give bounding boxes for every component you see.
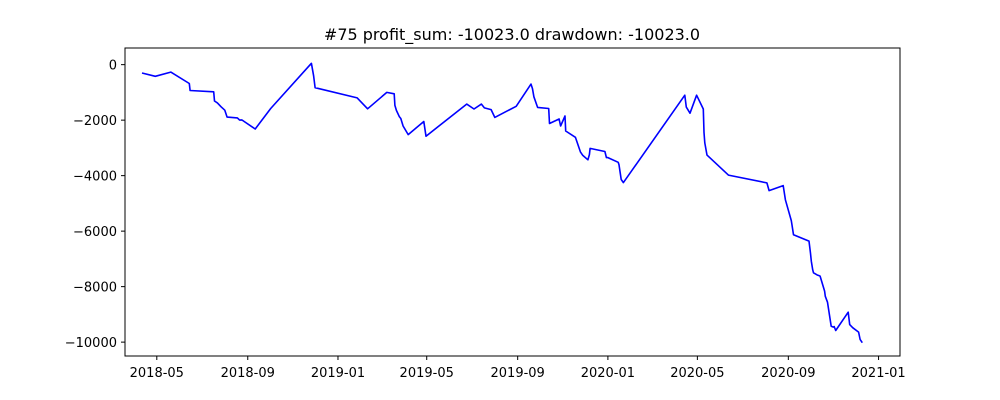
plot-area-frame — [124, 47, 901, 357]
y-tick-label: −4000 — [73, 170, 117, 185]
profit-series-line — [141, 62, 863, 344]
y-axis: 0 −2000 −4000 −6000 −8000 −10000 — [65, 59, 125, 351]
x-tick-label: 2018-09 — [221, 366, 275, 381]
x-tick-label: 2019-01 — [311, 366, 365, 381]
y-tick-label: −6000 — [73, 225, 117, 240]
y-tick-label: −8000 — [73, 281, 117, 296]
x-tick-label: 2019-05 — [400, 366, 454, 381]
y-tick-label: −2000 — [73, 114, 117, 129]
x-tick-label: 2020-05 — [670, 366, 724, 381]
series-layer — [141, 62, 863, 344]
chart-title: #75 profit_sum: -10023.0 drawdown: -1002… — [324, 25, 700, 45]
y-tick-label: 0 — [109, 59, 117, 74]
x-tick-label: 2018-05 — [130, 366, 184, 381]
x-tick-label: 2020-01 — [581, 366, 635, 381]
y-tick-label: −10000 — [65, 336, 117, 351]
x-tick-label: 2020-09 — [761, 366, 815, 381]
x-axis: 2018-05 2018-09 2019-01 2019-05 2019-09 2020-… — [130, 356, 906, 381]
x-tick-label: 2019-09 — [491, 366, 545, 381]
x-tick-label: 2021-01 — [851, 366, 905, 381]
